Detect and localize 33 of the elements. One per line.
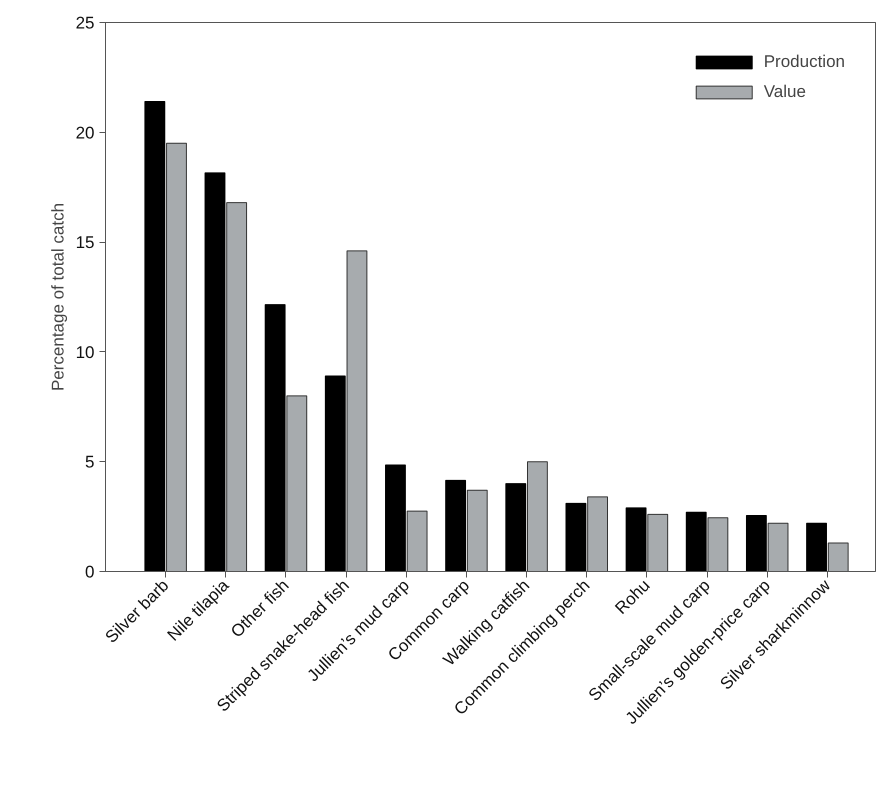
y-tick-label: 5 bbox=[85, 452, 95, 472]
bar bbox=[226, 202, 248, 572]
bar bbox=[144, 101, 166, 572]
y-tick-label: 15 bbox=[76, 233, 95, 252]
bar bbox=[346, 250, 368, 572]
bar bbox=[406, 510, 428, 572]
bar bbox=[647, 514, 668, 572]
bar bbox=[286, 395, 308, 572]
legend-label: Value bbox=[764, 82, 806, 102]
legend-label: Production bbox=[764, 52, 845, 72]
y-tick-label: 10 bbox=[76, 342, 95, 362]
bar bbox=[445, 480, 466, 572]
bar bbox=[526, 461, 548, 572]
bar bbox=[806, 522, 827, 572]
y-axis-title: Percentage of total catch bbox=[48, 202, 68, 392]
bar bbox=[204, 172, 226, 572]
bar bbox=[324, 376, 346, 572]
bar bbox=[626, 507, 647, 572]
bar bbox=[686, 512, 707, 572]
bar bbox=[707, 517, 728, 572]
bar bbox=[166, 142, 187, 572]
bar bbox=[466, 490, 488, 572]
bar bbox=[768, 522, 788, 572]
bar bbox=[565, 502, 586, 572]
y-tick-label: 25 bbox=[76, 14, 95, 32]
y-tick-label: 20 bbox=[76, 123, 95, 142]
bar bbox=[746, 515, 767, 572]
bar bbox=[828, 542, 849, 572]
bar bbox=[385, 464, 406, 572]
bar bbox=[505, 483, 526, 572]
y-tick-label: 0 bbox=[85, 562, 95, 582]
bar bbox=[587, 496, 608, 572]
bar bbox=[264, 304, 286, 572]
